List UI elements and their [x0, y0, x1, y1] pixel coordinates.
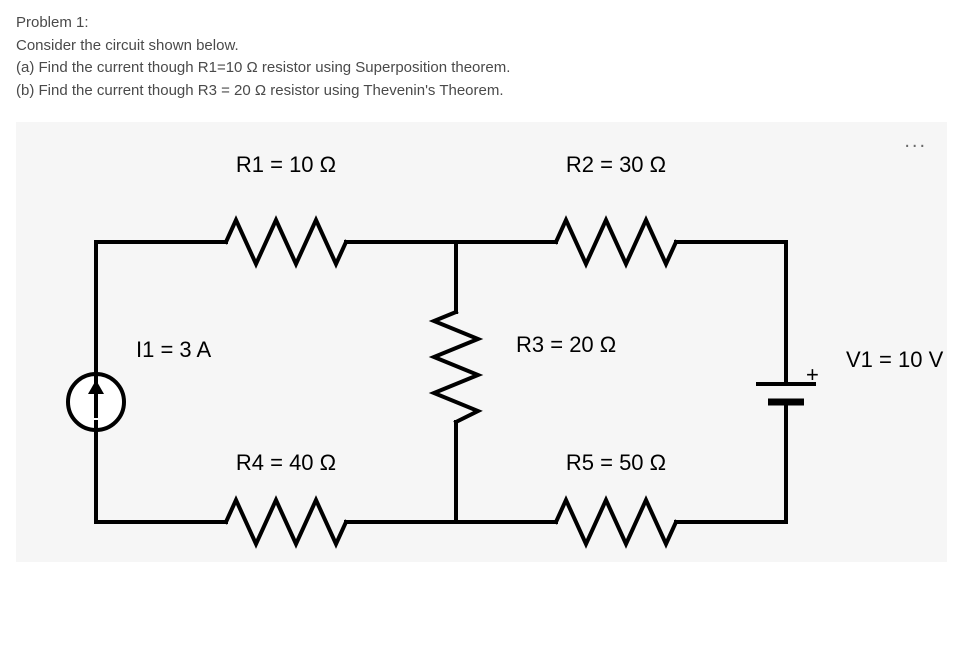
- r2-label: R2 = 30 Ω: [566, 152, 666, 177]
- problem-line-2: (a) Find the current though R1=10 Ω resi…: [16, 57, 947, 80]
- v1-plus: +: [806, 362, 819, 387]
- resistor-r1: R1 = 10 Ω: [226, 152, 346, 264]
- r5-label: R5 = 50 Ω: [566, 450, 666, 475]
- resistor-r5: R5 = 50 Ω: [556, 450, 676, 544]
- resistor-r3: R3 = 20 Ω: [434, 312, 616, 422]
- resistor-r2: R2 = 30 Ω: [556, 152, 676, 264]
- r1-label: R1 = 10 Ω: [236, 152, 336, 177]
- v1-label: V1 = 10 V: [846, 347, 944, 372]
- current-source-i1: I1 = 3 A: [68, 337, 212, 430]
- r4-label: R4 = 40 Ω: [236, 450, 336, 475]
- circuit-diagram: R1 = 10 Ω R2 = 30 Ω R3 = 20 Ω R4 = 40 Ω …: [16, 122, 947, 562]
- r3-label: R3 = 20 Ω: [516, 332, 616, 357]
- resistor-r4: R4 = 40 Ω: [226, 450, 346, 544]
- problem-text: Problem 1: Consider the circuit shown be…: [16, 12, 947, 102]
- problem-line-1: Consider the circuit shown below.: [16, 35, 947, 58]
- circuit-panel: ... R1 = 10 Ω R2 = 30 Ω R3 = 20 Ω: [16, 122, 947, 562]
- i1-label: I1 = 3 A: [136, 337, 212, 362]
- wire: [676, 242, 786, 372]
- problem-line-3: (b) Find the current though R3 = 20 Ω re…: [16, 80, 947, 103]
- wire: [676, 412, 786, 522]
- wire: [96, 422, 226, 522]
- problem-heading: Problem 1:: [16, 12, 947, 35]
- more-options-icon[interactable]: ...: [904, 130, 927, 153]
